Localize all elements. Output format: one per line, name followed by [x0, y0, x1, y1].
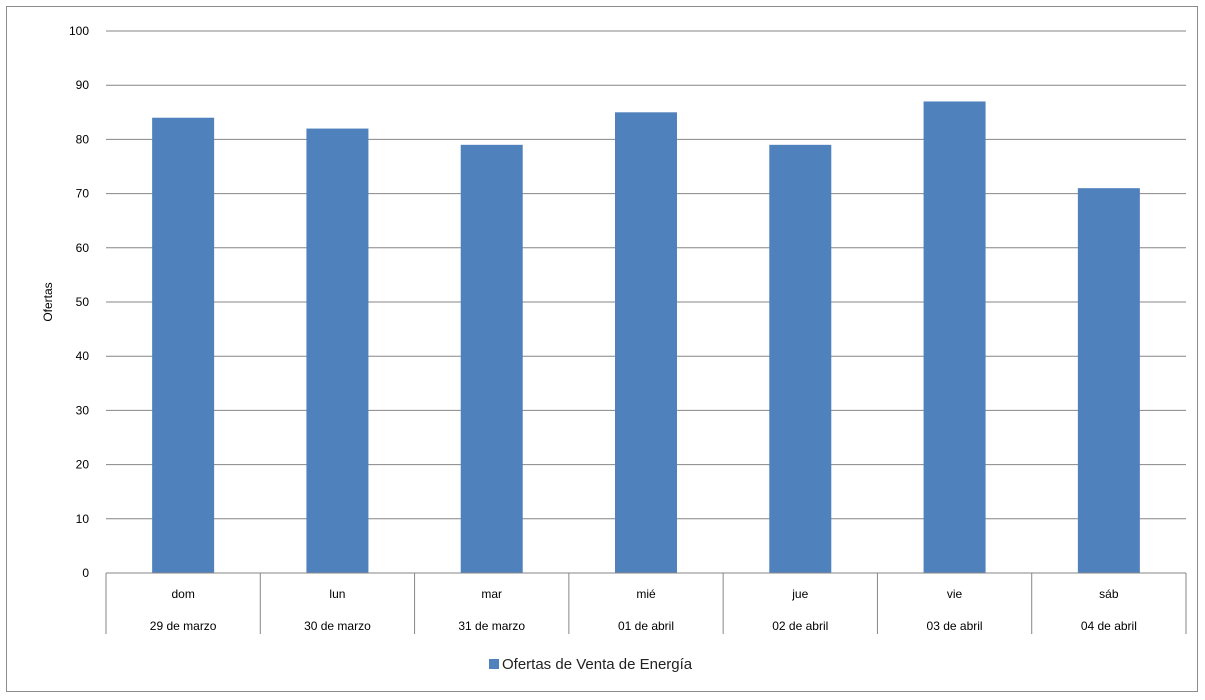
bar: [615, 112, 677, 574]
x-tick-date: 01 de abril: [618, 619, 674, 633]
x-tick-date: 31 de marzo: [458, 619, 525, 633]
x-tick-day: dom: [171, 587, 194, 601]
y-axis-label: Ofertas: [41, 282, 55, 321]
x-tick-date: 29 de marzo: [150, 619, 217, 633]
bar: [1077, 188, 1140, 573]
bar: [460, 144, 523, 573]
x-tick-day: mié: [636, 587, 656, 601]
y-tick-label: 30: [76, 403, 90, 417]
legend-label: Ofertas de Venta de Energía: [502, 656, 693, 673]
bars: [152, 101, 1140, 574]
x-tick-date: 30 de marzo: [304, 619, 371, 633]
x-tick-day: lun: [329, 587, 345, 601]
x-tick-day: vie: [947, 587, 963, 601]
legend: Ofertas de Venta de Energía: [489, 656, 693, 673]
y-tick-label: 10: [76, 512, 90, 526]
y-tick-label: 100: [69, 24, 89, 38]
y-tick-label: 0: [82, 566, 89, 580]
bar: [306, 128, 369, 573]
x-tick-date: 02 de abril: [772, 619, 828, 633]
y-tick-label: 70: [76, 187, 90, 201]
y-tick-label: 90: [76, 78, 90, 92]
y-axis-ticks: 0 10 20 30 40 50 60 70 80 90 100: [69, 24, 89, 580]
y-tick-label: 50: [76, 295, 90, 309]
x-tick-date: 04 de abril: [1081, 619, 1137, 633]
bar: [152, 117, 215, 573]
x-tick-date: 03 de abril: [927, 619, 983, 633]
x-tick-day: jue: [791, 587, 808, 601]
y-tick-label: 20: [76, 458, 90, 472]
bar: [923, 101, 986, 574]
x-axis: dom 29 de marzo lun 30 de marzo mar 31 de mar…: [105, 572, 1187, 634]
x-tick-day: sáb: [1099, 587, 1119, 601]
y-tick-label: 80: [76, 132, 90, 146]
bar: [769, 144, 832, 573]
x-tick-day: mar: [481, 587, 502, 601]
legend-swatch: [489, 659, 499, 669]
y-tick-label: 60: [76, 241, 90, 255]
y-tick-label: 40: [76, 349, 90, 363]
